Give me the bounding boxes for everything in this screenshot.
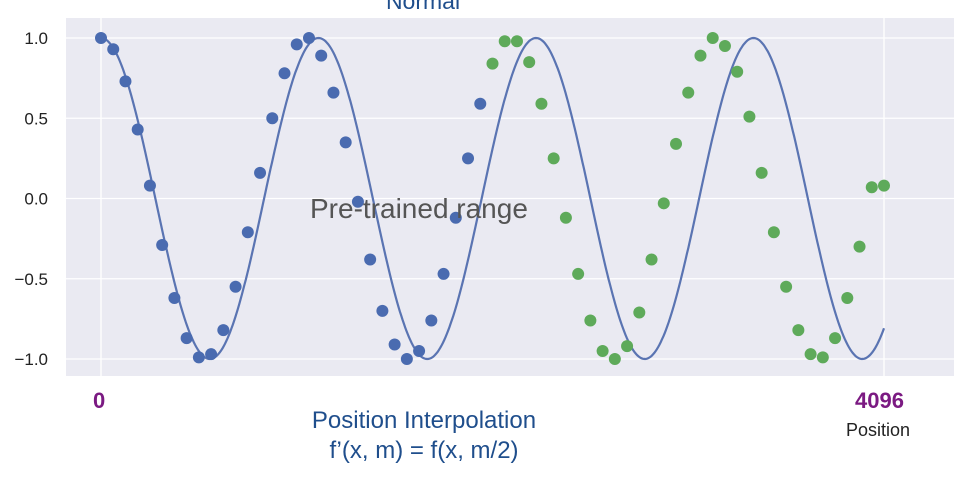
data-point-interpolated xyxy=(841,292,854,305)
data-point-pretrained xyxy=(327,86,340,99)
data-point-interpolated xyxy=(498,35,511,48)
data-point-interpolated xyxy=(608,353,621,365)
data-point-interpolated xyxy=(792,324,805,337)
data-point-pretrained xyxy=(364,253,377,266)
y-tick-label: 1.0 xyxy=(24,29,48,48)
data-point-pretrained xyxy=(339,136,352,149)
data-point-interpolated xyxy=(694,49,707,62)
data-point-interpolated xyxy=(559,211,572,224)
data-point-pretrained xyxy=(474,97,487,110)
data-point-pretrained xyxy=(388,338,401,351)
y-tick-label: 0.0 xyxy=(24,190,48,209)
y-tick-label: −0.5 xyxy=(14,270,48,289)
data-point-pretrained xyxy=(351,195,364,208)
data-point-interpolated xyxy=(670,137,683,150)
x-tick-start: 0 xyxy=(93,388,106,413)
caption-method-name: Position Interpolation xyxy=(311,407,537,434)
data-point-pretrained xyxy=(156,239,169,252)
data-point-interpolated xyxy=(535,97,548,110)
data-point-interpolated xyxy=(633,306,646,319)
caption-formula: f’(x, m) = f(x, m/2) xyxy=(329,437,519,464)
data-point-pretrained xyxy=(315,49,328,62)
data-point-interpolated xyxy=(878,179,890,192)
data-point-interpolated xyxy=(682,86,695,99)
y-tick-labels: 1.0 0.5 0.0 −0.5 −1.0 xyxy=(14,29,48,369)
data-point-interpolated xyxy=(743,110,756,123)
data-point-interpolated xyxy=(865,181,878,194)
data-point-pretrained xyxy=(168,292,181,305)
data-point-interpolated xyxy=(621,340,634,353)
data-point-pretrained xyxy=(376,304,389,317)
pretrained-range-annotation: Pre-trained range xyxy=(310,193,528,224)
data-point-interpolated xyxy=(804,348,817,361)
chart-title: Normal xyxy=(385,0,461,14)
data-point-interpolated xyxy=(780,280,793,293)
data-point-pretrained xyxy=(278,67,291,80)
data-point-interpolated xyxy=(718,40,731,53)
data-point-interpolated xyxy=(853,240,866,253)
y-tick-label: 0.5 xyxy=(24,109,48,128)
data-point-interpolated xyxy=(584,314,597,327)
data-point-interpolated xyxy=(547,152,560,165)
data-point-pretrained xyxy=(119,75,132,88)
data-point-pretrained xyxy=(229,280,242,293)
data-point-interpolated xyxy=(731,65,744,78)
data-point-pretrained xyxy=(462,152,475,165)
data-point-pretrained xyxy=(143,179,156,192)
data-point-pretrained xyxy=(266,112,279,125)
data-point-pretrained xyxy=(254,166,267,179)
data-point-interpolated xyxy=(816,351,829,364)
data-point-pretrained xyxy=(290,38,303,51)
y-tick-label: −1.0 xyxy=(14,350,48,369)
data-point-pretrained xyxy=(217,324,230,337)
data-point-pretrained xyxy=(131,123,144,136)
data-point-pretrained xyxy=(205,348,218,361)
data-point-pretrained xyxy=(449,211,462,224)
data-point-interpolated xyxy=(767,226,780,239)
series-curve xyxy=(100,36,886,361)
grid xyxy=(66,18,954,376)
data-point-pretrained xyxy=(241,226,254,239)
data-point-interpolated xyxy=(572,267,585,280)
data-point-interpolated xyxy=(755,166,768,179)
data-point-pretrained xyxy=(437,267,450,280)
x-axis-label: Position xyxy=(846,420,911,440)
data-point-interpolated xyxy=(706,32,719,44)
data-point-interpolated xyxy=(486,57,499,70)
data-point-pretrained xyxy=(192,351,205,364)
data-point-interpolated xyxy=(523,56,536,69)
data-point-pretrained xyxy=(400,353,413,365)
x-tick-end: 4096 xyxy=(855,388,904,413)
data-point-interpolated xyxy=(645,253,658,266)
data-point-pretrained xyxy=(413,344,426,357)
data-point-interpolated xyxy=(510,35,523,48)
data-point-pretrained xyxy=(107,43,120,56)
data-point-interpolated xyxy=(596,344,609,357)
data-point-pretrained xyxy=(302,32,315,44)
data-point-pretrained xyxy=(425,314,438,327)
plot-background xyxy=(66,18,954,376)
data-points xyxy=(95,32,890,365)
data-point-pretrained xyxy=(180,332,193,345)
data-point-pretrained xyxy=(95,32,107,44)
data-point-interpolated xyxy=(657,197,670,210)
data-point-interpolated xyxy=(829,332,842,345)
